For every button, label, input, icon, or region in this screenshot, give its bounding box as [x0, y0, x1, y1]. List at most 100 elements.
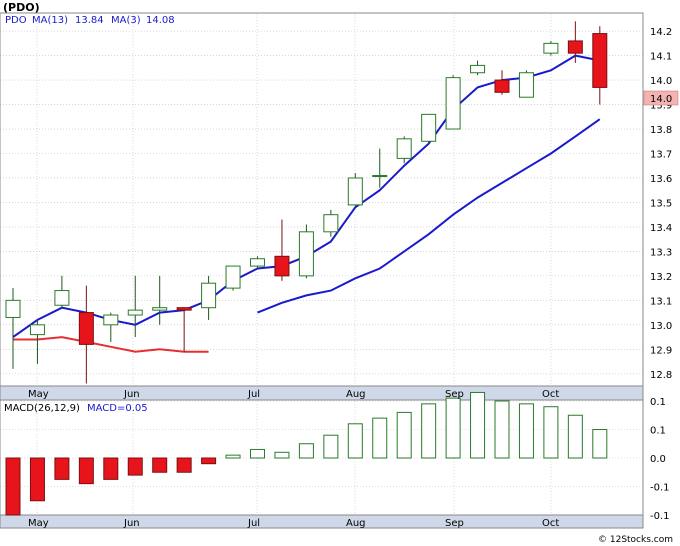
macd-y-tick: -0.1 — [650, 511, 670, 522]
candle-body — [127, 309, 143, 316]
macd-y-tick-labels: 0.1 0.1 0.0 -0.1 -0.1 — [650, 397, 670, 522]
candle — [103, 312, 119, 342]
macd-bar — [494, 400, 510, 459]
candle — [421, 113, 437, 144]
candle-body — [201, 282, 217, 309]
candle — [5, 288, 21, 369]
candle-body — [323, 214, 339, 233]
macd-bar — [5, 457, 21, 516]
macd-label: MACD(26,12,9) — [4, 403, 80, 414]
price-y-tick: 12.8 — [650, 370, 672, 381]
candle-body — [372, 175, 388, 178]
price-y-tick-labels: 14.214.114.013.913.813.713.613.513.413.3… — [650, 27, 672, 381]
candle — [298, 224, 314, 279]
candle — [225, 265, 241, 291]
macd-bar — [201, 457, 217, 465]
candle — [274, 219, 290, 281]
month-label: Aug — [346, 389, 366, 400]
candle — [201, 275, 217, 320]
macd-bar — [274, 451, 290, 459]
month-label: Jul — [247, 389, 260, 400]
candle-body — [250, 258, 265, 267]
candle-body — [592, 33, 608, 88]
legend-ma3-label: MA(3) — [111, 15, 141, 26]
price-y-tick: 13.3 — [650, 247, 672, 258]
macd-bar — [421, 403, 437, 459]
candle-body — [103, 314, 119, 326]
month-label: May — [28, 389, 49, 400]
ma-line — [257, 118, 601, 314]
price-y-tick: 13.7 — [650, 150, 672, 161]
macd-bar — [152, 457, 168, 473]
price-y-tick: 14.2 — [650, 27, 672, 38]
candle — [347, 173, 363, 208]
price-y-tick: 13.5 — [650, 198, 672, 209]
macd-bar — [78, 457, 94, 485]
last-price-box — [643, 90, 679, 106]
legend-ma3-value: 14.08 — [146, 15, 175, 26]
price-y-tick: 13.2 — [650, 272, 672, 283]
candle — [372, 148, 388, 188]
candle-body — [470, 64, 486, 74]
month-label: Aug — [346, 518, 366, 529]
macd-bar — [127, 457, 143, 476]
macd-bar — [372, 417, 388, 459]
month-label: Sep — [445, 389, 464, 400]
candle — [592, 26, 608, 105]
candle-body — [5, 299, 21, 318]
candle-body — [78, 312, 94, 345]
candle-body — [274, 255, 290, 277]
candle — [152, 275, 168, 325]
candlesticks — [5, 21, 608, 384]
legend-symbol: PDO — [5, 15, 27, 26]
price-y-tick: 13.0 — [650, 321, 672, 332]
macd-bar — [445, 397, 461, 459]
macd-bar — [396, 411, 412, 459]
macd-bar — [103, 457, 119, 480]
price-y-tick: 14.0 — [650, 76, 672, 87]
candle — [396, 136, 412, 164]
candle-body — [152, 307, 168, 311]
candle-body — [421, 113, 437, 142]
macd-y-tick: 0.1 — [650, 426, 666, 437]
price-y-tick: 13.1 — [650, 296, 672, 307]
candle — [445, 75, 461, 130]
ma-line — [13, 336, 209, 353]
price-y-tick: 14.1 — [650, 52, 672, 63]
macd-bar — [470, 391, 486, 459]
macd-bar — [567, 414, 583, 459]
last-price-label: 14.0 — [650, 94, 672, 105]
macd-month-strip — [0, 514, 644, 529]
macd-bar — [29, 457, 45, 502]
candle-body — [29, 324, 45, 336]
candle — [518, 70, 534, 98]
candle — [250, 256, 265, 269]
legend-ma13-value: 13.84 — [75, 15, 104, 26]
chart-title: (PDO) — [3, 1, 40, 14]
macd-histogram — [5, 391, 608, 516]
month-label: Oct — [542, 518, 559, 529]
price-y-tick: 12.9 — [650, 345, 672, 356]
candle-body — [396, 138, 412, 159]
macd-bar — [250, 448, 265, 459]
candle-body — [518, 72, 534, 98]
candle-body — [494, 79, 510, 93]
candle — [127, 275, 143, 338]
candle-body — [225, 265, 241, 289]
price-y-tick: 13.4 — [650, 223, 672, 234]
candle — [567, 21, 583, 63]
macd-y-tick: 0.0 — [650, 454, 666, 465]
macd-bar — [176, 457, 192, 473]
macd-bar — [347, 423, 363, 459]
macd-bar — [518, 403, 534, 459]
month-label: Jun — [123, 518, 140, 529]
price-y-tick: 13.6 — [650, 174, 672, 185]
month-label: Oct — [542, 389, 559, 400]
macd-bar — [592, 429, 608, 459]
candle — [470, 60, 486, 76]
month-label: Sep — [445, 518, 464, 529]
candle — [176, 307, 192, 352]
candle — [323, 209, 339, 237]
